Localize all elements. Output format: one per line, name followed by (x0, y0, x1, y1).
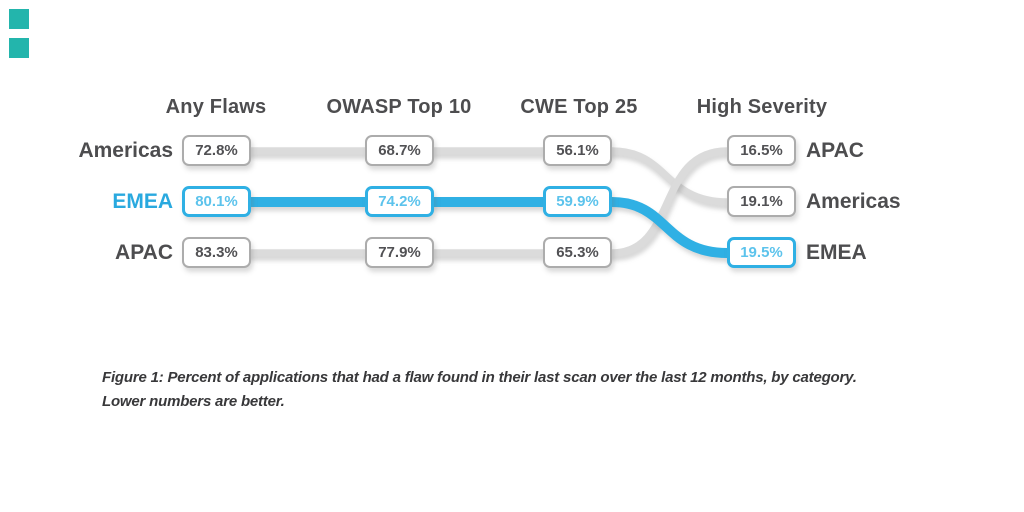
row-label-right-apac: APAC (806, 139, 864, 162)
emea-line-highlighted (216, 197, 761, 258)
figure-caption: Figure 1: Percent of applications that h… (102, 366, 902, 414)
value-box-emea-high-severity: 19.5% (727, 237, 796, 268)
value-box-americas-high-severity: 19.1% (727, 186, 796, 217)
value-box-emea-owasp: 74.2% (365, 186, 434, 217)
row-label-right-americas: Americas (806, 190, 901, 213)
value-box-apac-high-severity: 16.5% (727, 135, 796, 166)
value-box-apac-owasp: 77.9% (365, 237, 434, 268)
row-label-emea-highlighted: EMEA (112, 190, 173, 213)
column-header-cwe-top-25: CWE Top 25 (520, 96, 638, 118)
figure-caption-line2: Lower numbers are better. (102, 393, 285, 410)
value-box-americas-any-flaws: 72.8% (182, 135, 251, 166)
value-box-apac-any-flaws: 83.3% (182, 237, 251, 268)
teal-square-decoration-1 (9, 9, 29, 29)
value-box-emea-cwe: 59.9% (543, 186, 612, 217)
value-box-apac-cwe: 65.3% (543, 237, 612, 268)
column-header-high-severity: High Severity (696, 96, 828, 118)
value-box-emea-any-flaws: 80.1% (182, 186, 251, 217)
apac-line (216, 147, 761, 257)
column-header-owasp-top-10: OWASP Top 10 (326, 96, 472, 118)
row-label-apac: APAC (115, 241, 173, 264)
teal-square-decoration-2 (9, 38, 29, 58)
value-box-americas-owasp: 68.7% (365, 135, 434, 166)
row-label-americas: Americas (78, 139, 173, 162)
value-box-americas-cwe: 56.1% (543, 135, 612, 166)
americas-line (216, 147, 761, 206)
column-header-any-flaws: Any Flaws (165, 96, 267, 118)
figure-caption-line1: Figure 1: Percent of applications that h… (102, 369, 857, 386)
row-label-right-emea: EMEA (806, 241, 867, 264)
